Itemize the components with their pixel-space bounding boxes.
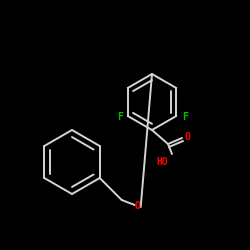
Text: F: F xyxy=(182,112,188,122)
Text: O: O xyxy=(185,132,191,142)
Text: F: F xyxy=(117,112,123,122)
Text: O: O xyxy=(135,201,141,211)
Text: HO: HO xyxy=(156,157,168,167)
